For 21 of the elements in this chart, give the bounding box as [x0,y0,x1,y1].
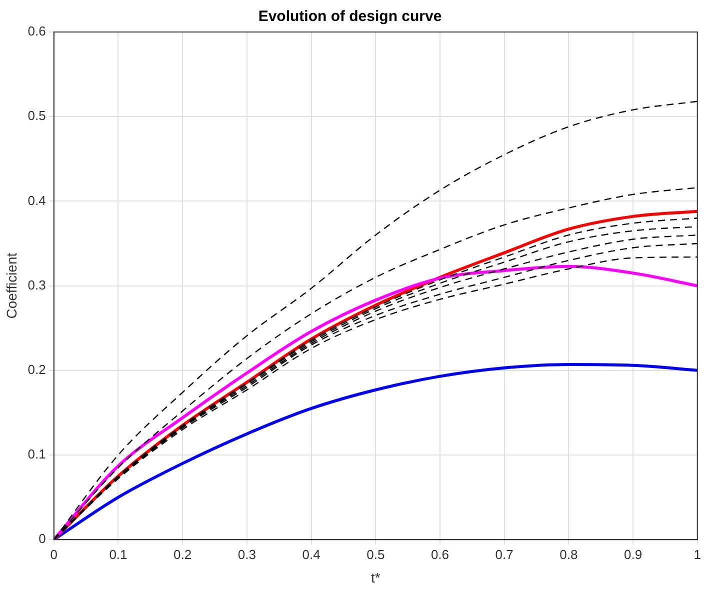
x-tick-label: 0.8 [560,546,578,562]
y-tick-label: 0 [38,531,46,546]
x-tick-label: 0.4 [302,546,320,562]
y-tick-label: 0.5 [28,108,46,124]
x-tick-label: 1 [694,546,701,562]
x-tick-label: 0.7 [495,546,514,562]
x-axis-title: t* [370,569,381,586]
y-axis-title: Coefficient [3,252,20,319]
x-tick-label: 0.1 [109,546,128,562]
y-tick-label: 0.2 [28,362,46,377]
x-tick-label: 0.2 [174,546,192,562]
y-tick-label: 0.4 [28,192,46,208]
x-tick-label: 0 [50,546,58,562]
y-tick-label: 0.3 [28,277,46,292]
x-tick-label: 0.9 [624,546,642,562]
chart-title: Evolution of design curve [258,8,442,26]
x-tick-label: 0.5 [366,546,385,562]
x-tick-label: 0.3 [238,546,256,562]
y-tick-label: 0.1 [28,446,46,462]
y-tick-label: 0.6 [28,24,46,39]
x-tick-label: 0.6 [430,546,450,562]
